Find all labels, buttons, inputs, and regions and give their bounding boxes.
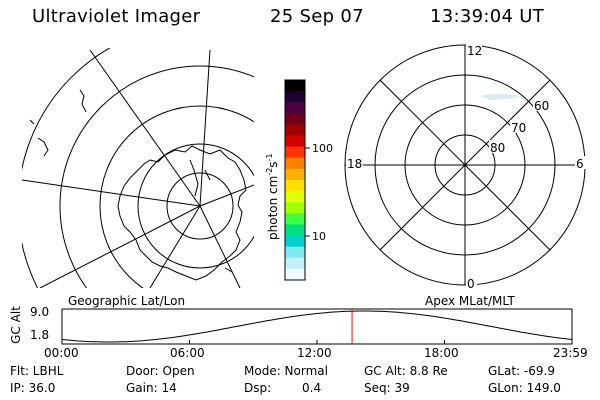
info-dsp-label: Dsp: [244, 381, 272, 395]
colorbar-segment [285, 246, 305, 259]
color-bar [285, 80, 305, 281]
colorbar-segment [285, 213, 305, 225]
mlt-label-left: 18 [347, 157, 362, 171]
altitude-ymin: 1.8 [30, 328, 50, 342]
header-title: Ultraviolet Imager [32, 6, 201, 27]
longitude-line [199, 49, 211, 207]
lat-circle [99, 105, 254, 288]
info-filter: Flt: LBHL [10, 364, 64, 378]
right-map-caption: Apex MLat/MLT [425, 294, 515, 308]
colorbar-segment [285, 113, 305, 125]
colorbar-segment [285, 202, 305, 214]
coastline-antarctica [117, 145, 247, 281]
colorbar-segment [285, 146, 305, 159]
longitude-line [89, 49, 201, 207]
longitude-line [199, 205, 241, 288]
colorbar-segment [285, 268, 305, 281]
altitude-ymax: 9.0 [30, 305, 50, 319]
color-bar-frame [284, 79, 306, 281]
info-glat: GLat: -69.9 [488, 364, 555, 378]
left-map-caption: Geographic Lat/Lon [68, 294, 186, 308]
longitude-line [149, 205, 201, 288]
colorbar-segment [285, 124, 305, 137]
time-tick-label: 18:00 [424, 346, 459, 360]
longitude-line [39, 205, 201, 288]
colorbar-unit-label: photon cm-2s-1 [265, 153, 280, 240]
altitude-curve [62, 310, 572, 343]
geographic-map [22, 48, 254, 288]
coastline-islands [29, 89, 233, 273]
mlt-label-bottom: 0 [467, 277, 475, 291]
colorbar-segment [285, 80, 305, 92]
colorbar-segment [285, 224, 305, 237]
lat-circle [59, 65, 254, 288]
mlt-line [379, 79, 551, 251]
aurora-emission [480, 94, 520, 100]
header-time: 13:39:04 UT [430, 6, 545, 27]
info-door: Door: Open [126, 364, 195, 378]
info-gain: Gain: 14 [126, 381, 177, 395]
altitude-ylabel: GC Alt [9, 306, 23, 344]
info-ip: IP: 36.0 [10, 381, 56, 395]
lat-circle [166, 172, 234, 240]
colorbar-segment [285, 180, 305, 192]
mlat-label: 70 [511, 121, 526, 135]
lat-circle [137, 143, 254, 269]
info-glon: GLon: 149.0 [488, 381, 561, 395]
polar-plot [344, 44, 586, 286]
altitude-strip-frame [61, 308, 573, 345]
info-mode: Mode: Normal [244, 364, 328, 378]
colorbar-tick-label: 10 [312, 230, 326, 243]
colorbar-segment [285, 102, 305, 114]
mlt-label-right: 6 [576, 157, 584, 171]
info-gc-alt: GC Alt: 8.8 Re [364, 364, 448, 378]
mlat-label: 80 [490, 141, 505, 155]
colorbar-segment [285, 135, 305, 148]
colorbar-segment [285, 235, 305, 248]
info-seq: Seq: 39 [364, 381, 410, 395]
info-dsp-value: 0.4 [302, 381, 322, 395]
time-tick-label: 12:00 [297, 346, 332, 360]
header-date: 25 Sep 07 [270, 6, 364, 27]
time-tick-label: 06:00 [170, 346, 205, 360]
time-tick-label: 23:59 [553, 346, 588, 360]
time-tick-label: 00:00 [44, 346, 79, 360]
colorbar-segment [285, 257, 305, 270]
colorbar-segment [285, 157, 305, 170]
mlt-label-top: 12 [467, 44, 482, 58]
colorbar-segment [285, 191, 305, 203]
mlat-label: 60 [534, 99, 549, 113]
colorbar-tick-label: 100 [312, 142, 333, 155]
longitude-line [22, 179, 201, 207]
colorbar-segment [285, 168, 305, 181]
longitude-line [199, 184, 254, 207]
colorbar-segment [285, 91, 305, 103]
